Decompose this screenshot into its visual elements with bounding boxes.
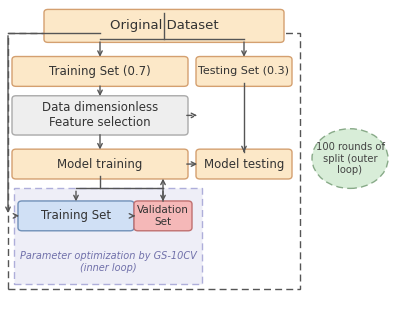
Text: 100 rounds of
split (outer
loop): 100 rounds of split (outer loop) [316,142,384,175]
FancyBboxPatch shape [14,188,202,284]
Text: Original Dataset: Original Dataset [110,19,218,32]
Text: Data dimensionless
Feature selection: Data dimensionless Feature selection [42,101,158,129]
FancyBboxPatch shape [196,149,292,179]
Text: Model training: Model training [57,158,143,171]
FancyBboxPatch shape [18,201,134,231]
Text: Parameter optimization by GS-10CV
(inner loop): Parameter optimization by GS-10CV (inner… [20,252,196,273]
Circle shape [312,129,388,188]
FancyBboxPatch shape [12,96,188,135]
FancyBboxPatch shape [196,57,292,86]
FancyBboxPatch shape [44,9,284,42]
FancyBboxPatch shape [12,57,188,86]
FancyBboxPatch shape [134,201,192,231]
FancyBboxPatch shape [12,149,188,179]
Text: Training Set (0.7): Training Set (0.7) [49,65,151,78]
Text: Validation
Set: Validation Set [137,205,189,227]
Text: Training Set: Training Set [41,209,111,222]
Text: Model testing: Model testing [204,158,284,171]
Text: Testing Set (0.3): Testing Set (0.3) [198,67,290,76]
